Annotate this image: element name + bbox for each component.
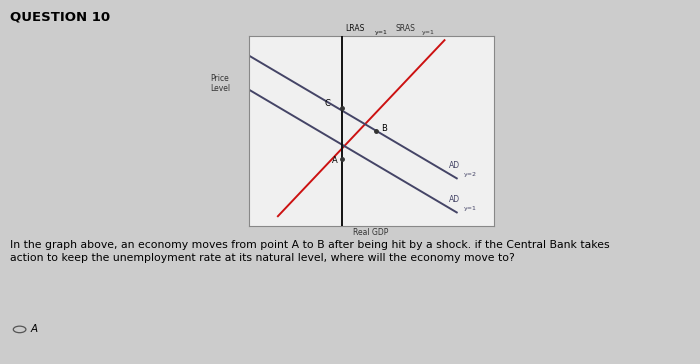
Text: C: C	[324, 99, 330, 108]
Text: AD: AD	[449, 161, 461, 170]
Text: y=1: y=1	[375, 29, 388, 35]
Text: QUESTION 10: QUESTION 10	[10, 11, 111, 24]
Text: A: A	[332, 156, 337, 165]
Text: LRAS: LRAS	[345, 24, 365, 33]
X-axis label: Real GDP: Real GDP	[354, 229, 388, 237]
Text: SRAS: SRAS	[395, 24, 415, 33]
Text: In the graph above, an economy moves from point A to B after being hit by a shoc: In the graph above, an economy moves fro…	[10, 240, 610, 264]
Text: B: B	[381, 124, 386, 133]
Text: y=2: y=2	[464, 172, 477, 177]
Text: y=1: y=1	[464, 206, 477, 211]
Text: Price
Level: Price Level	[210, 74, 230, 94]
Text: A: A	[30, 324, 37, 335]
Text: y=1: y=1	[422, 29, 435, 35]
Text: AD: AD	[449, 195, 461, 204]
